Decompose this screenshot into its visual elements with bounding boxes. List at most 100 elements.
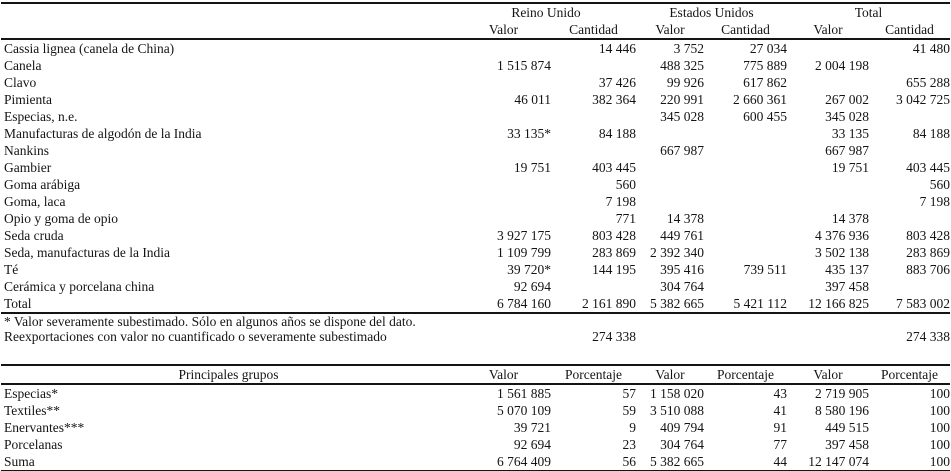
- row-label: Cerámica y porcelana china: [4, 279, 155, 294]
- column-header-valor: Valor: [456, 21, 551, 40]
- cell-value: 5 421 112: [733, 296, 788, 311]
- row-label: Clavo: [4, 75, 37, 90]
- principal-groups-title: Principales grupos: [1, 365, 456, 385]
- cell-value: 435 137: [825, 262, 869, 277]
- table-row: Porcelanas 92 694 23 304 764 77 397 458 100: [1, 436, 950, 453]
- principal-groups-table: Principales grupos Valor Porcentaje Valo…: [1, 364, 950, 471]
- cell-value: 2 660 361: [733, 92, 787, 107]
- cell-value: 488 325: [660, 58, 704, 73]
- row-label: Cassia lignea (canela de China): [4, 41, 175, 56]
- row-label: Enervantes***: [4, 420, 85, 435]
- cell-value: [456, 329, 551, 344]
- column-header-row: Principales grupos Valor Porcentaje Valo…: [1, 365, 950, 385]
- principal-groups-header: Principales grupos Valor Porcentaje Valo…: [1, 365, 950, 385]
- table-row: Té 39 720* 144 195 395 416 739 511 435 137 883…: [1, 261, 950, 278]
- row-label-header-blank: [1, 3, 456, 21]
- cell-value: 23: [622, 437, 637, 452]
- cell-value: 56: [622, 454, 637, 469]
- table-row: Pimienta 46 011 382 364 220 991 2 660 361 267…: [1, 91, 950, 108]
- cell-value: [551, 278, 636, 295]
- cell-value: [456, 210, 551, 227]
- cell-value: 12 147 074: [808, 454, 869, 469]
- commodities-table-body: Cassia lignea (canela de China) 14 446 3 7…: [1, 39, 950, 313]
- cell-value: 397 458: [825, 279, 869, 294]
- cell-value: 46 011: [514, 92, 551, 107]
- table-row: Goma arábiga 560 560: [1, 176, 950, 193]
- cell-value: [704, 142, 787, 159]
- table-row: Suma 6 764 409 56 5 382 665 44 12 147 074 100: [1, 453, 950, 471]
- cell-value: 7 583 002: [896, 296, 950, 311]
- table-row: Gambier 19 751 403 445 19 751 403 445: [1, 159, 950, 176]
- cell-value: 1 109 799: [497, 245, 551, 260]
- table-row: Nankins 667 987 667 987: [1, 142, 950, 159]
- cell-value: [869, 278, 950, 295]
- cell-value: 449 515: [825, 420, 869, 435]
- cell-value: 100: [929, 403, 950, 418]
- cell-value: [456, 39, 551, 57]
- cell-value: 600 455: [743, 109, 787, 124]
- table-row: Manufacturas de algodón de la India 33 13…: [1, 125, 950, 142]
- cell-value: 14 378: [831, 211, 869, 226]
- cell-value: 12 166 825: [808, 296, 869, 311]
- cell-value: [636, 329, 704, 344]
- reexport-row: Reexportaciones con valor no cuantificad…: [1, 329, 950, 344]
- cell-value: 33 135*: [507, 126, 551, 141]
- cell-value: 9: [629, 420, 636, 435]
- table-row: Especias, n.e. 345 028 600 455 345 028: [1, 108, 950, 125]
- cell-value: 560: [929, 177, 950, 192]
- cell-value: 397 458: [825, 437, 869, 452]
- cell-value: [787, 329, 869, 344]
- column-header-cantidad: Cantidad: [869, 21, 950, 40]
- cell-value: 99 926: [666, 75, 704, 90]
- cell-value: 2 161 890: [582, 296, 636, 311]
- cell-value: 304 764: [660, 437, 704, 452]
- cell-value: 6 764 409: [497, 454, 551, 469]
- row-label: Pimienta: [4, 92, 52, 107]
- cell-value: 7 198: [605, 194, 636, 209]
- cell-value: 43: [773, 386, 788, 401]
- table-row: Total 6 784 160 2 161 890 5 382 665 5 421 11…: [1, 295, 950, 313]
- row-label: Especias, n.e.: [4, 109, 78, 124]
- cell-value: 220 991: [660, 92, 704, 107]
- commodities-table-footer: * Valor severamente subestimado. Sólo en…: [1, 312, 950, 344]
- cell-value: 1 158 020: [650, 386, 704, 401]
- cell-value: [787, 193, 869, 210]
- table-row: Cerámica y porcelana china 92 694 304 764 3…: [1, 278, 950, 295]
- cell-value: [869, 108, 950, 125]
- group-header-total: Total: [854, 5, 883, 20]
- group-header-reino-unido: Reino Unido: [511, 5, 581, 20]
- table-row: Textiles** 5 070 109 59 3 510 088 41 8 580 19…: [1, 402, 950, 419]
- cell-value: 92 694: [513, 279, 551, 294]
- row-label: Gambier: [4, 160, 52, 175]
- column-header-valor: Valor: [636, 21, 704, 40]
- cell-value: 267 002: [825, 92, 869, 107]
- cell-value: 274 338: [592, 329, 636, 344]
- principal-groups-body: Especias* 1 561 885 57 1 158 020 43 2 719 905…: [1, 384, 950, 471]
- cell-value: 667 987: [660, 143, 704, 158]
- footnote-row: * Valor severamente subestimado. Sólo en…: [1, 312, 950, 329]
- cell-value: 84 188: [598, 126, 636, 141]
- cell-value: 403 445: [592, 160, 636, 175]
- cell-value: [456, 176, 551, 193]
- cell-value: 77: [773, 437, 788, 452]
- row-label: Opio y goma de opio: [4, 211, 118, 226]
- column-header-porcentaje: Porcentaje: [551, 365, 636, 385]
- row-label: Suma: [4, 454, 35, 469]
- row-label: Porcelanas: [4, 437, 63, 452]
- cell-value: 57: [622, 386, 637, 401]
- cell-value: 1 561 885: [497, 386, 551, 401]
- row-label: Goma, laca: [4, 194, 66, 209]
- row-label: Textiles**: [4, 403, 61, 418]
- tables-gap: [0, 344, 951, 364]
- cell-value: 775 889: [743, 58, 787, 73]
- cell-value: [551, 142, 636, 159]
- cell-value: [456, 74, 551, 91]
- cell-value: 91: [773, 420, 788, 435]
- cell-value: 8 580 196: [815, 403, 869, 418]
- column-header-valor: Valor: [787, 365, 869, 385]
- cell-value: 37 426: [598, 75, 636, 90]
- row-label: Reexportaciones con valor no cuantificad…: [4, 329, 387, 344]
- cell-value: [704, 278, 787, 295]
- table-row: Seda, manufacturas de la India 1 109 799 2…: [1, 244, 950, 261]
